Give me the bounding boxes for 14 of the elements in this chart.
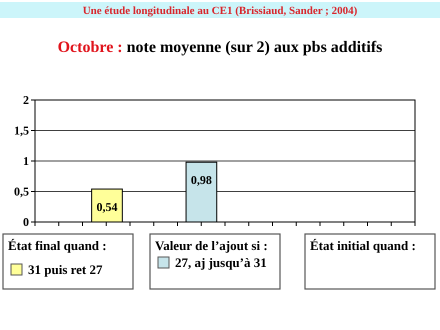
text: État initial quand : <box>310 238 416 253</box>
y-tick-label: 1 <box>23 154 29 168</box>
y-tick-label: 0 <box>23 215 29 229</box>
y-tick-label: 2 <box>23 93 29 107</box>
y-tick-label: 0,5 <box>14 184 29 198</box>
legend-label: 27, aj jusqu’à 31 <box>175 255 267 270</box>
data-label: 0,98 <box>190 173 212 188</box>
data-label: 0,54 <box>96 200 118 214</box>
text: Valeur de l’ajout si : <box>155 238 268 253</box>
chart-title: Octobre : note moyenne (sur 2) aux pbs additifs <box>58 39 382 56</box>
text: État final quand : <box>8 238 107 253</box>
chart-subtitle: Une étude longitudinale au CE1 (Brissiaud, Sander ; 2004) <box>82 5 358 17</box>
y-tick-label: 1,5 <box>14 124 29 138</box>
legend-label: 31 puis ret 27 <box>28 262 104 277</box>
